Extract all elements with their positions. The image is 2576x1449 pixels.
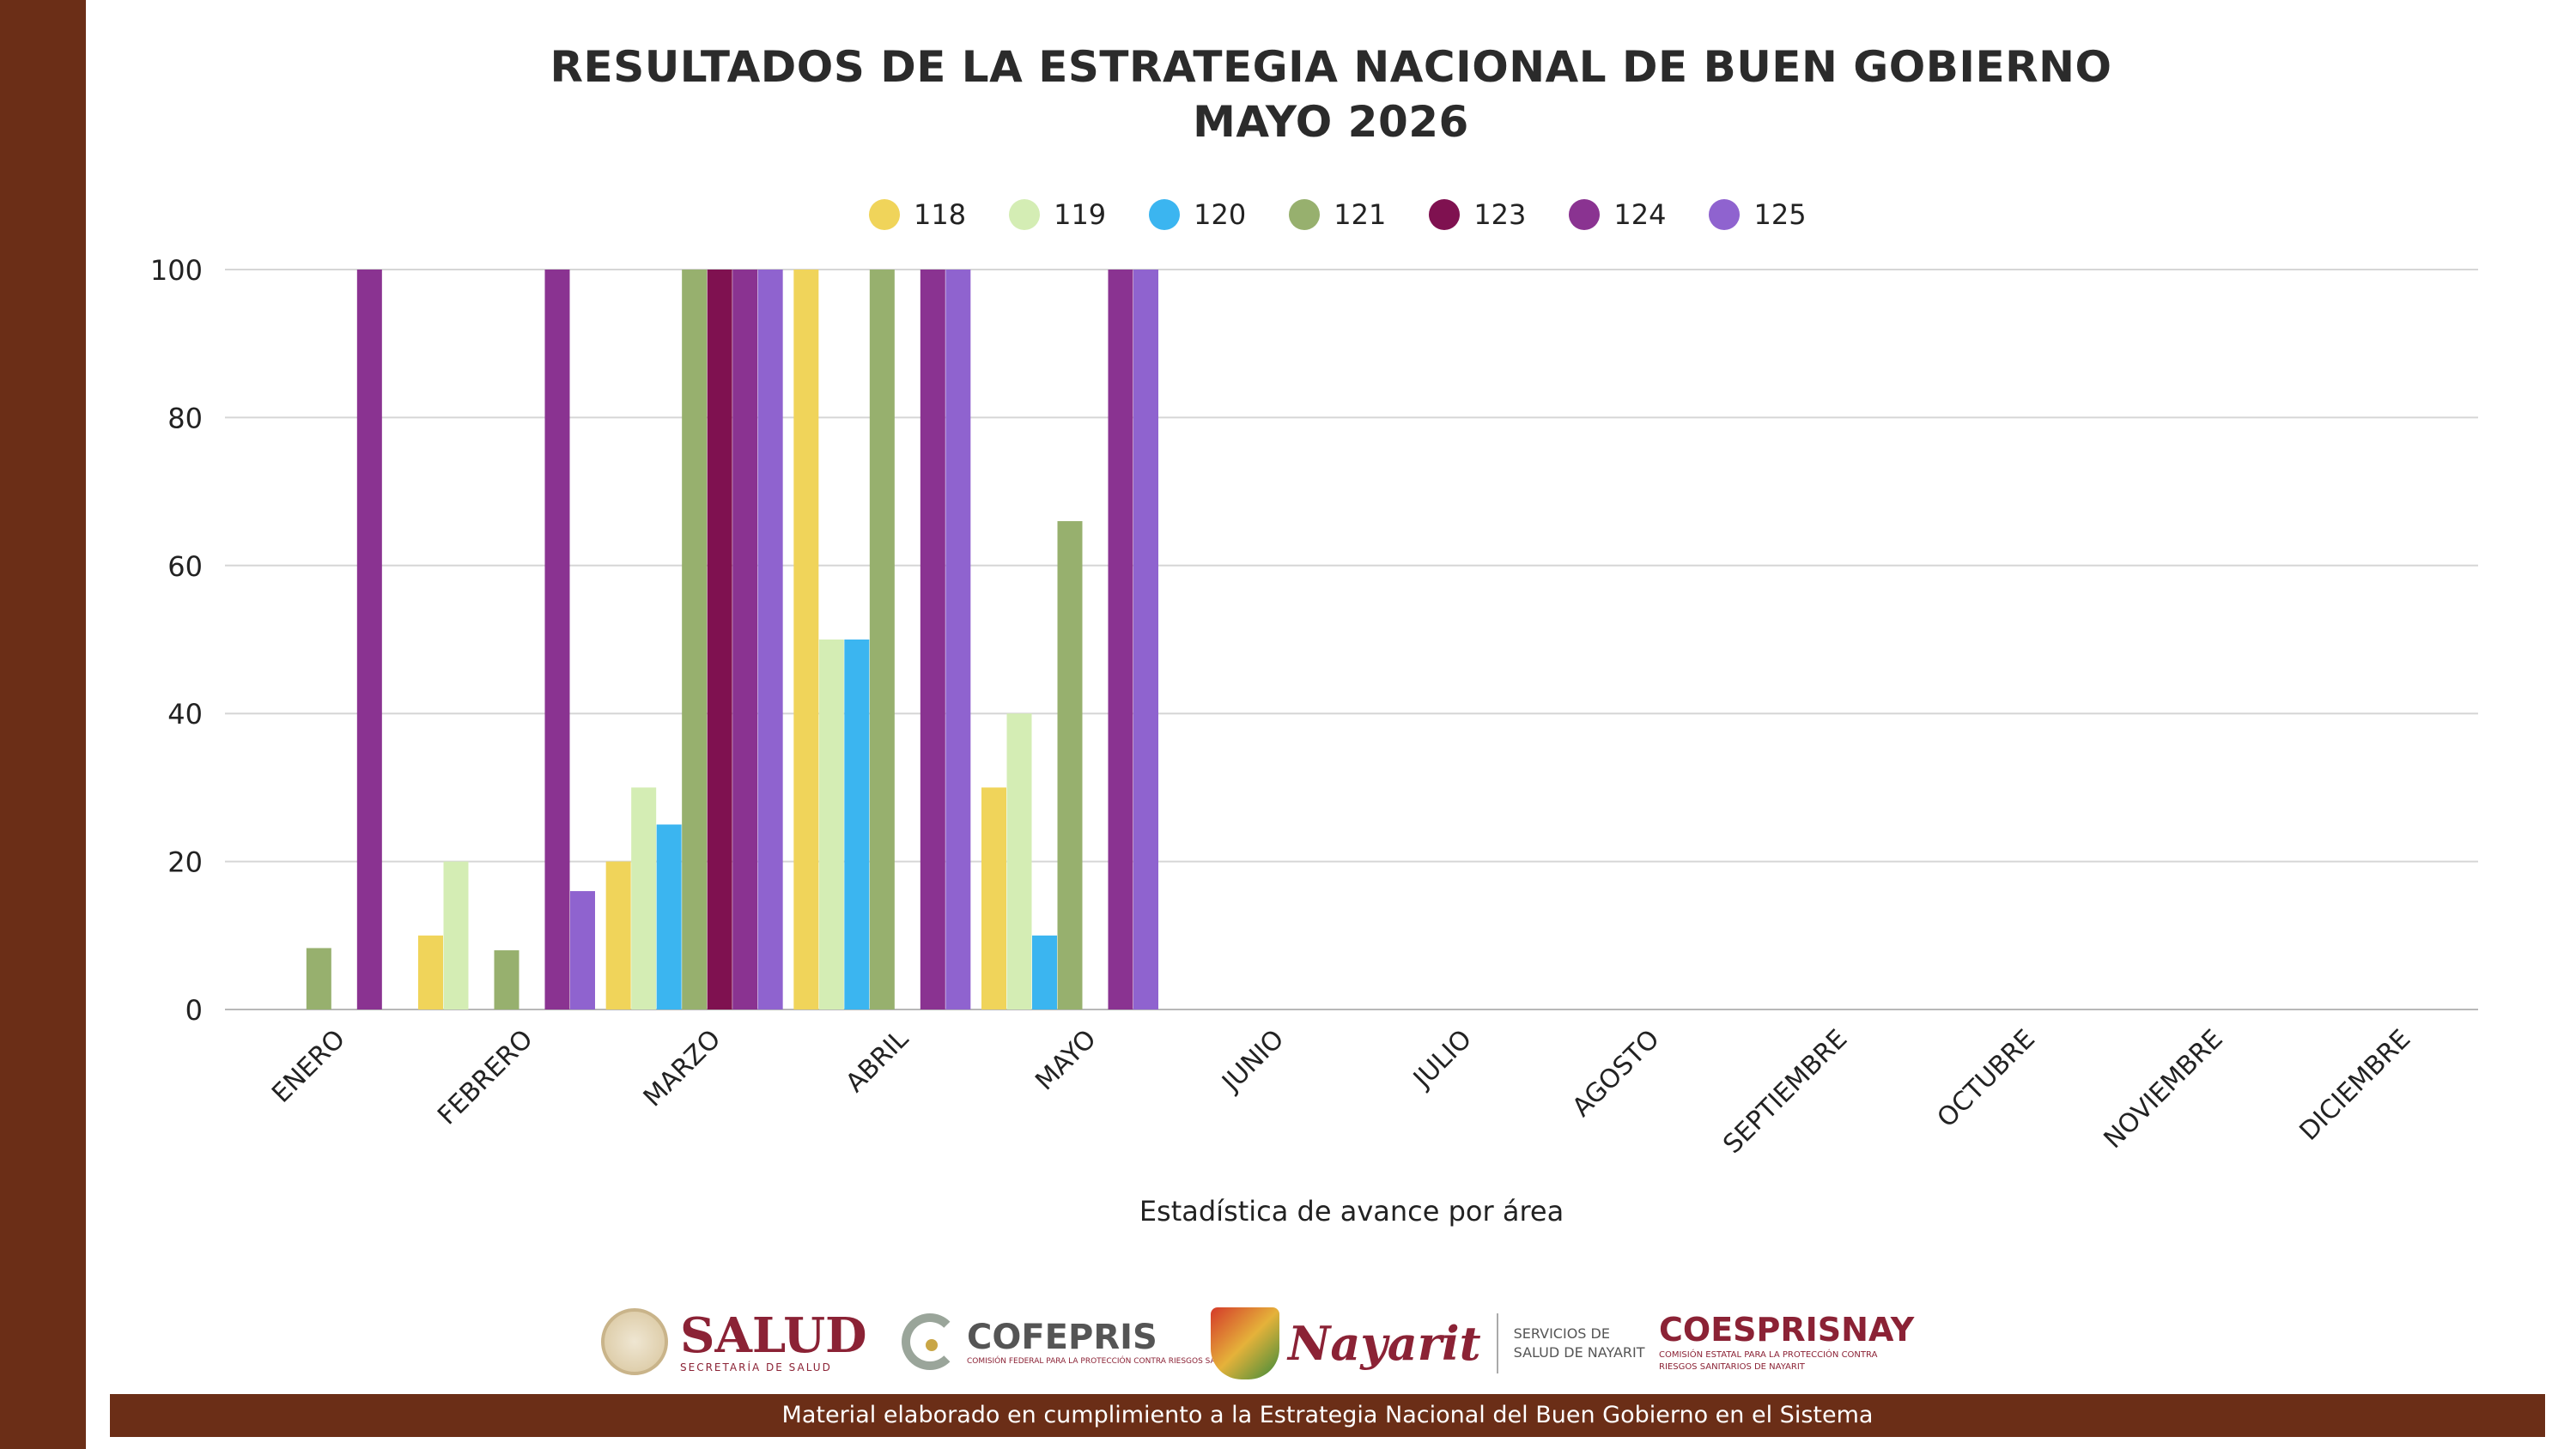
cofepris-mark-icon	[902, 1313, 958, 1370]
x-tick-label-junio: JUNIO	[1216, 1024, 1291, 1099]
y-tick-label-100: 100	[150, 254, 203, 287]
bar-125-abril	[945, 270, 971, 1009]
y-tick-label-60: 60	[167, 550, 203, 583]
bar-121-abril	[869, 270, 895, 1009]
y-tick-label-20: 20	[167, 846, 203, 879]
legend-swatch-118	[869, 199, 900, 230]
bar-125-marzo	[757, 270, 783, 1009]
bar-119-febrero	[443, 861, 469, 1009]
bar-118-mayo	[981, 787, 1006, 1009]
bar-123-marzo	[707, 270, 732, 1009]
bar-121-febrero	[494, 950, 519, 1009]
x-axis-title: Estadística de avance por área	[1139, 1195, 1564, 1228]
y-tick-label-0: 0	[185, 994, 203, 1027]
x-tick-label-agosto: AGOSTO	[1567, 1024, 1666, 1123]
salud-logo: SALUD SECRETARÍA DE SALUD	[601, 1305, 867, 1379]
legend-swatch-123	[1429, 199, 1461, 230]
cofepris-logo: COFEPRIS COMISIÓN FEDERAL PARA LA PROTEC…	[902, 1305, 1252, 1379]
footer-banner: Material elaborado en cumplimiento a la …	[110, 1394, 2545, 1437]
legend-swatch-120	[1149, 199, 1181, 230]
bar-124-febrero	[544, 270, 570, 1009]
legend-label-125: 125	[1753, 198, 1807, 231]
legend-label-119: 119	[1054, 198, 1107, 231]
legend-swatch-121	[1289, 199, 1321, 230]
bar-121-marzo	[682, 270, 708, 1009]
x-tick-label-julio: JULIO	[1406, 1024, 1478, 1095]
y-tick-label-80: 80	[167, 402, 203, 434]
nayarit-services-line-1: SERVICIOS DE	[1513, 1325, 1610, 1342]
x-tick-label-enero: ENERO	[266, 1024, 351, 1109]
bar-118-marzo	[605, 861, 631, 1009]
bar-121-mayo	[1057, 521, 1083, 1009]
bar-124-marzo	[732, 270, 758, 1009]
legend-item-123: 123	[1429, 198, 1526, 231]
x-tick-label-septiembre: SEPTIEMBRE	[1717, 1024, 1853, 1160]
legend-item-119: 119	[1009, 198, 1106, 231]
cofepris-logo-text: COFEPRIS	[967, 1318, 1157, 1357]
legend-label-120: 120	[1194, 198, 1247, 231]
legend-item-120: 120	[1149, 198, 1246, 231]
bar-118-abril	[793, 270, 819, 1009]
bar-118-febrero	[418, 935, 443, 1009]
nayarit-services-line-2: SALUD DE NAYARIT	[1513, 1344, 1645, 1361]
title-line-2: MAYO 2026	[1193, 97, 1469, 147]
legend-label-121: 121	[1334, 198, 1387, 231]
bar-124-enero	[356, 270, 382, 1009]
coesprisnay-logo-text: COESPRISNAY	[1659, 1311, 1915, 1349]
bar-124-mayo	[1108, 270, 1133, 1009]
legend-swatch-125	[1709, 199, 1741, 230]
bar-119-marzo	[631, 787, 657, 1009]
footer-logos: SALUD SECRETARÍA DE SALUD COFEPRIS COMIS…	[601, 1305, 1914, 1382]
legend-item-121: 121	[1289, 198, 1386, 231]
nayarit-logo: Nayarit SERVICIOS DE SALUD DE NAYARIT	[1211, 1305, 1645, 1382]
x-tick-label-diciembre: DICIEMBRE	[2294, 1024, 2417, 1147]
bar-120-mayo	[1032, 935, 1057, 1009]
salud-logo-text: SALUD	[680, 1307, 867, 1364]
legend-item-125: 125	[1709, 198, 1807, 231]
cofepris-logo-subtext: COMISIÓN FEDERAL PARA LA PROTECCIÓN CONT…	[967, 1357, 1252, 1366]
legend-label-124: 124	[1613, 198, 1667, 231]
bar-119-abril	[818, 640, 844, 1009]
bar-125-mayo	[1133, 270, 1158, 1009]
legend-label-123: 123	[1473, 198, 1527, 231]
salud-logo-subtext: SECRETARÍA DE SALUD	[680, 1361, 832, 1373]
legend-item-118: 118	[869, 198, 966, 231]
bar-120-marzo	[656, 824, 682, 1009]
nayarit-shield-icon	[1211, 1307, 1279, 1379]
x-tick-label-marzo: MARZO	[638, 1024, 727, 1113]
legend-label-118: 118	[914, 198, 967, 231]
bar-119-mayo	[1006, 713, 1032, 1009]
chart-legend: 118 119 120 121 123 124 125	[869, 196, 1807, 233]
x-tick-label-octubre: OCTUBRE	[1932, 1024, 2041, 1133]
nayarit-logo-text: Nayarit	[1288, 1316, 1481, 1371]
bar-125-febrero	[570, 891, 595, 1009]
x-tick-label-mayo: MAYO	[1030, 1024, 1102, 1096]
left-accent-bar	[0, 0, 86, 1449]
x-tick-label-noviembre: NOVIEMBRE	[2099, 1024, 2229, 1155]
title-line-1: RESULTADOS DE LA ESTRATEGIA NACIONAL DE …	[550, 42, 2112, 92]
chart-title: RESULTADOS DE LA ESTRATEGIA NACIONAL DE …	[86, 39, 2576, 149]
bar-chart: 0 20 40 60 80 100 ENERO FEBRERO MARZO ABRIL MAYO JU…	[150, 254, 2478, 1228]
coesprisnay-logo: COESPRISNAY COMISIÓN ESTATAL PARA LA PRO…	[1659, 1305, 1914, 1379]
mexico-seal-icon	[601, 1308, 668, 1375]
y-tick-label-40: 40	[167, 698, 203, 731]
legend-item-124: 124	[1569, 198, 1666, 231]
bar-124-abril	[920, 270, 945, 1009]
bar-121-enero	[306, 948, 331, 1009]
x-tick-label-febrero: FEBRERO	[432, 1024, 538, 1131]
bar-120-abril	[844, 640, 870, 1009]
legend-swatch-119	[1009, 199, 1041, 230]
legend-swatch-124	[1569, 199, 1601, 230]
logo-divider	[1496, 1313, 1498, 1373]
coesprisnay-logo-subtext: COMISIÓN ESTATAL PARA LA PROTECCIÓN CONT…	[1659, 1350, 1878, 1372]
x-tick-label-abril: ABRIL	[840, 1024, 914, 1099]
